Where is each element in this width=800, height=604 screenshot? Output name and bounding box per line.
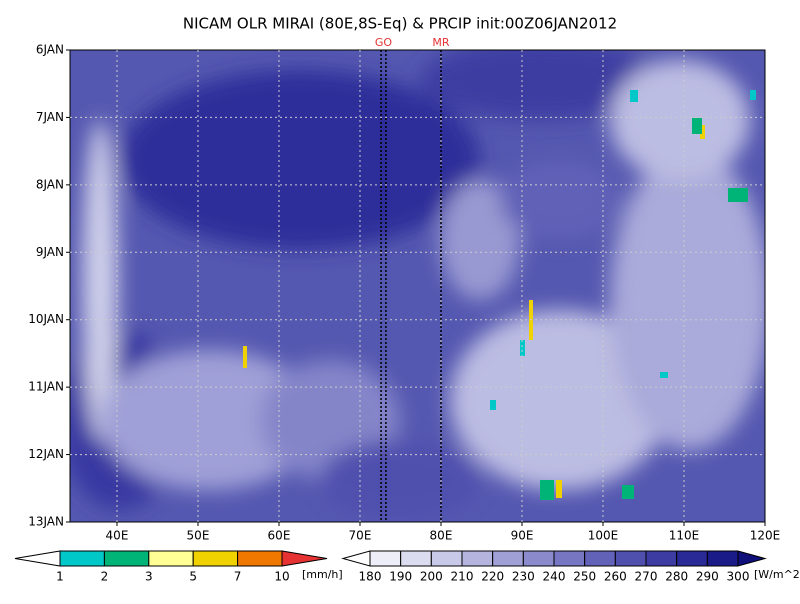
- site-label: GO: [375, 36, 393, 49]
- y-tick-label: 12JAN: [28, 447, 64, 461]
- colorbar-arrow: [14, 550, 61, 567]
- colorbar-label: 2: [101, 570, 109, 584]
- colorbar-label: 3: [145, 570, 153, 584]
- colorbar-arrow: [281, 550, 328, 567]
- site-label: MR: [432, 36, 449, 49]
- colorbar-label: 290: [696, 570, 719, 584]
- colorbar-label: 260: [604, 570, 627, 584]
- y-tick-label: 9JAN: [36, 245, 64, 259]
- x-tick-label: 80E: [430, 529, 453, 543]
- colorbar-cell: [676, 550, 708, 567]
- colorbar-label: 240: [543, 570, 566, 584]
- colorbar-cell: [645, 550, 678, 567]
- colorbar-cell: [59, 550, 105, 567]
- y-tick-label: 6JAN: [36, 43, 64, 57]
- colorbar-unit: [mm/h]: [302, 568, 343, 581]
- chart-title: NICAM OLR MIRAI (80E,8S-Eq) & PRCIP init…: [183, 15, 617, 33]
- x-tick-label: 100E: [588, 529, 619, 543]
- colorbar-label: 180: [359, 570, 382, 584]
- colorbar-label: 220: [481, 570, 504, 584]
- colorbar-cell: [614, 550, 647, 567]
- colorbar-label: 7: [234, 570, 242, 584]
- olr-field: [70, 50, 765, 522]
- colorbar-cell: [430, 550, 463, 567]
- colorbar-label: 10: [274, 570, 289, 584]
- colorbar-cell: [400, 550, 432, 567]
- y-tick-label: 7JAN: [36, 110, 64, 124]
- colorbar-cell: [103, 550, 150, 567]
- y-tick-label: 10JAN: [28, 312, 64, 326]
- colorbar-arrow: [737, 550, 767, 567]
- plot-frame: [69, 49, 766, 523]
- x-tick-label: 120E: [750, 529, 781, 543]
- x-tick-label: 110E: [669, 529, 700, 543]
- colorbar-label: 190: [389, 570, 412, 584]
- colorbar-unit: [W/m^2]: [754, 568, 800, 581]
- colorbar-label: 1: [56, 570, 64, 584]
- colorbar-arrow: [341, 550, 371, 567]
- colorbar-cell: [522, 550, 555, 567]
- colorbar-cell: [148, 550, 194, 567]
- colorbar-label: 270: [635, 570, 658, 584]
- colorbar-cell: [706, 550, 739, 567]
- colorbar-label: 250: [573, 570, 596, 584]
- colorbar-cell: [369, 550, 402, 567]
- y-tick-label: 13JAN: [28, 515, 64, 529]
- colorbar-label: 210: [451, 570, 474, 584]
- colorbar-cell: [584, 550, 616, 567]
- colorbar-cell: [237, 550, 283, 567]
- y-tick-label: 8JAN: [36, 177, 64, 191]
- x-tick-label: 70E: [349, 529, 372, 543]
- x-tick-label: 50E: [187, 529, 210, 543]
- y-tick-label: 11JAN: [28, 380, 64, 394]
- x-tick-label: 90E: [511, 529, 534, 543]
- colorbar-label: 280: [665, 570, 688, 584]
- x-tick-label: 40E: [106, 529, 129, 543]
- x-tick-label: 60E: [268, 529, 291, 543]
- colorbar-cell: [192, 550, 239, 567]
- colorbar-label: 5: [189, 570, 197, 584]
- colorbar-cell: [553, 550, 586, 567]
- colorbar-label: 230: [512, 570, 535, 584]
- colorbar-label: 200: [420, 570, 443, 584]
- colorbar-cell: [461, 550, 494, 567]
- colorbar-label: 300: [727, 570, 750, 584]
- colorbar-cell: [492, 550, 524, 567]
